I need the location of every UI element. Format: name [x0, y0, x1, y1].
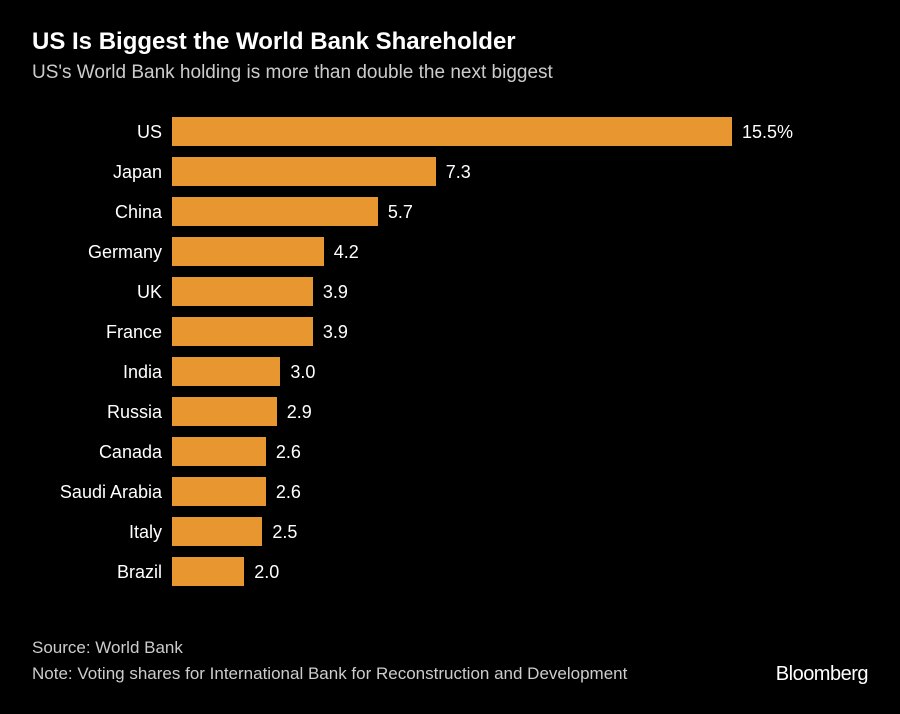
bar — [172, 317, 313, 347]
bar-label: Russia — [42, 402, 172, 423]
bar-container: 3.0 — [172, 352, 848, 392]
attribution-text: Bloomberg — [776, 663, 868, 686]
bar-value: 2.9 — [287, 402, 312, 423]
bar-container: 2.6 — [172, 432, 848, 472]
bar-value: 2.6 — [276, 442, 301, 463]
bar-chart: US15.5%Japan7.3China5.7Germany4.2UK3.9Fr… — [42, 112, 848, 592]
bar-container: 3.9 — [172, 272, 848, 312]
bar — [172, 357, 280, 387]
bar-row: Saudi Arabia 2.6 — [42, 472, 848, 512]
bar — [172, 277, 313, 307]
bar-row: Canada 2.6 — [42, 432, 848, 472]
bar-label: China — [42, 202, 172, 223]
bar-row: India 3.0 — [42, 352, 848, 392]
bar-row: Japan 7.3 — [42, 152, 848, 192]
bar-container: 2.9 — [172, 392, 848, 432]
bar-label: US — [42, 122, 172, 143]
bar-label: Canada — [42, 442, 172, 463]
bar-label: Brazil — [42, 562, 172, 583]
bar-container: 2.5 — [172, 512, 848, 552]
bar — [172, 437, 266, 467]
bar-row: Italy 2.5 — [42, 512, 848, 552]
bar — [172, 117, 732, 147]
bar-value: 2.5 — [272, 522, 297, 543]
bar-container: 7.3 — [172, 152, 848, 192]
bar-value: 15.5% — [742, 122, 793, 143]
bar-row: China 5.7 — [42, 192, 848, 232]
bar-label: India — [42, 362, 172, 383]
bar-label: Japan — [42, 162, 172, 183]
source-text: Source: World Bank — [32, 635, 627, 661]
bar-value: 7.3 — [446, 162, 471, 183]
bar — [172, 397, 277, 427]
bar-value: 3.9 — [323, 322, 348, 343]
bar-value: 3.9 — [323, 282, 348, 303]
chart-subtitle: US's World Bank holding is more than dou… — [32, 62, 868, 84]
bar — [172, 557, 244, 587]
bar-container: 3.9 — [172, 312, 848, 352]
chart-title: US Is Biggest the World Bank Shareholder — [32, 28, 868, 56]
bar-container: 15.5% — [172, 112, 848, 152]
bar-label: Saudi Arabia — [42, 482, 172, 503]
bar-label: UK — [42, 282, 172, 303]
bar-value: 4.2 — [334, 242, 359, 263]
bar-value: 2.6 — [276, 482, 301, 503]
bar-value: 3.0 — [290, 362, 315, 383]
bar-row: Russia 2.9 — [42, 392, 848, 432]
bar-row: US 15.5% — [42, 112, 848, 152]
bar — [172, 197, 378, 227]
bar-label: Italy — [42, 522, 172, 543]
bar-container: 4.2 — [172, 232, 848, 272]
bar-value: 2.0 — [254, 562, 279, 583]
note-text: Note: Voting shares for International Ba… — [32, 661, 627, 687]
bar-row: France 3.9 — [42, 312, 848, 352]
bar-row: Brazil 2.0 — [42, 552, 848, 592]
bar-row: Germany 4.2 — [42, 232, 848, 272]
bar-label: France — [42, 322, 172, 343]
footer-notes: Source: World Bank Note: Voting shares f… — [32, 635, 627, 686]
bar — [172, 517, 262, 547]
bar-value: 5.7 — [388, 202, 413, 223]
chart-footer: Source: World Bank Note: Voting shares f… — [32, 635, 868, 686]
bar-row: UK 3.9 — [42, 272, 848, 312]
bar — [172, 157, 436, 187]
bar-container: 2.0 — [172, 552, 848, 592]
bar-label: Germany — [42, 242, 172, 263]
bar-container: 2.6 — [172, 472, 848, 512]
bar — [172, 477, 266, 507]
bar-container: 5.7 — [172, 192, 848, 232]
bar — [172, 237, 324, 267]
